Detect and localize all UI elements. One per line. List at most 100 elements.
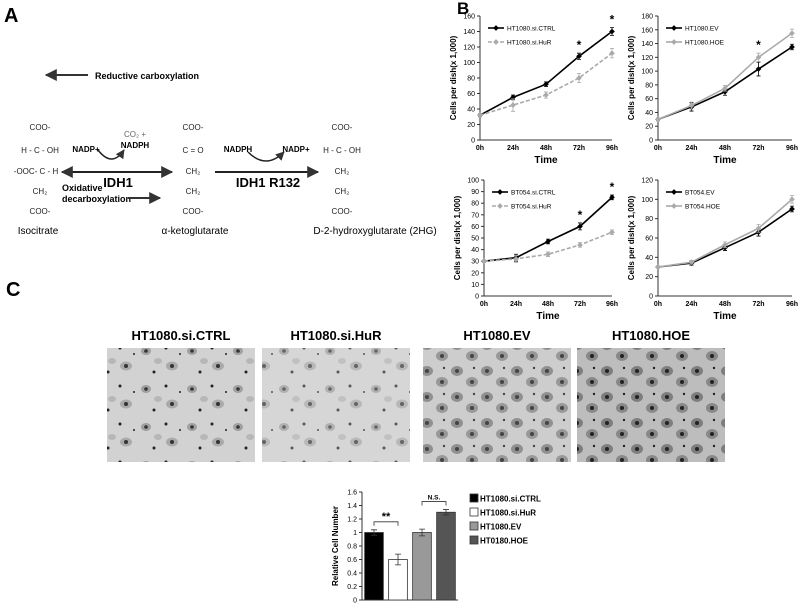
significance: ** bbox=[382, 511, 391, 523]
x-tick-label: 72h bbox=[574, 301, 586, 308]
marker bbox=[755, 66, 762, 72]
compound-name: α-ketoglutarate bbox=[162, 226, 229, 237]
legend-marker bbox=[671, 203, 677, 209]
y-tick-label: 1 bbox=[353, 530, 357, 537]
legend-label: BT054.si.CTRL bbox=[511, 190, 556, 197]
legend-label: HT1080.si.HuR bbox=[507, 40, 552, 47]
micrograph-texture bbox=[577, 348, 725, 462]
image-label: HT1080.si.HuR bbox=[290, 328, 382, 343]
marker bbox=[755, 225, 762, 232]
y-tick-label: 100 bbox=[467, 178, 479, 185]
marker bbox=[722, 88, 728, 95]
x-tick-label: 24h bbox=[685, 301, 697, 308]
marker bbox=[545, 251, 551, 258]
x-tick-label: 24h bbox=[510, 301, 522, 308]
image-label: HT1080.HOE bbox=[612, 328, 690, 343]
micrograph-texture bbox=[107, 348, 255, 462]
x-tick-label: 24h bbox=[507, 145, 519, 152]
label: Reductive carboxylation bbox=[95, 71, 199, 81]
image-label: HT1080.si.CTRL bbox=[132, 328, 231, 343]
bar bbox=[436, 511, 456, 601]
y-tick-label: 140 bbox=[463, 29, 475, 36]
marker bbox=[609, 229, 615, 236]
image-label: HT1080.EV bbox=[463, 328, 531, 343]
legend-marker bbox=[493, 25, 499, 31]
label: Oxidative bbox=[62, 183, 103, 193]
formula: -OOC- C - H bbox=[14, 167, 59, 176]
y-tick-label: 80 bbox=[645, 216, 653, 223]
legend-label: HT1080.HOE bbox=[685, 40, 725, 47]
y-tick-label: 0 bbox=[353, 598, 357, 605]
y-tick-label: 120 bbox=[641, 178, 653, 185]
y-tick-label: 40 bbox=[645, 110, 653, 117]
marker bbox=[576, 75, 582, 81]
y-tick-label: 100 bbox=[641, 197, 653, 204]
y-tick-label: 1.2 bbox=[347, 517, 357, 524]
panel-label: B bbox=[457, 0, 469, 18]
y-tick-label: 160 bbox=[463, 14, 475, 21]
marker bbox=[510, 102, 516, 108]
marker bbox=[577, 223, 583, 230]
y-tick-label: 180 bbox=[641, 14, 653, 21]
marker bbox=[789, 196, 795, 203]
y-tick-label: 100 bbox=[641, 69, 653, 76]
x-tick-label: 96h bbox=[606, 301, 618, 308]
x-tick-label: 48h bbox=[540, 145, 552, 152]
bracket bbox=[373, 521, 399, 526]
cofactor: CO₂ + bbox=[124, 130, 146, 139]
enzyme: IDH1 bbox=[103, 175, 133, 190]
bar bbox=[364, 532, 384, 601]
x-axis-label: Time bbox=[713, 155, 737, 166]
marker bbox=[609, 194, 615, 201]
y-axis-label: Cells per dish(x 1,000) bbox=[449, 35, 458, 120]
legend-marker bbox=[671, 25, 677, 31]
significance: * bbox=[610, 180, 615, 194]
marker bbox=[655, 116, 661, 123]
marker bbox=[481, 258, 487, 265]
bar bbox=[412, 532, 432, 601]
y-tick-label: 160 bbox=[641, 27, 653, 34]
formula: COO- bbox=[183, 207, 204, 216]
y-tick-label: 80 bbox=[645, 82, 653, 89]
marker bbox=[543, 81, 549, 88]
y-tick-label: 60 bbox=[471, 224, 479, 231]
x-tick-label: 0h bbox=[476, 145, 484, 152]
marker bbox=[576, 53, 582, 60]
y-tick-label: 0 bbox=[649, 294, 653, 301]
marker bbox=[688, 102, 695, 109]
legend-label: HT1080.si.HuR bbox=[480, 509, 536, 518]
legend-label: HT1080.si.CTRL bbox=[480, 495, 541, 504]
legend-label: BT054.HOE bbox=[685, 204, 721, 211]
y-tick-label: 0.2 bbox=[347, 584, 357, 591]
x-tick-label: 72h bbox=[573, 145, 585, 152]
legend-marker bbox=[497, 189, 503, 195]
cofactor: NADP+ bbox=[282, 145, 310, 154]
y-tick-label: 0 bbox=[471, 138, 475, 145]
marker bbox=[513, 256, 519, 262]
formula: COO- bbox=[332, 123, 353, 132]
significance: * bbox=[577, 38, 582, 52]
legend-label: BT054.si.HuR bbox=[511, 204, 552, 211]
marker bbox=[789, 44, 795, 50]
y-tick-label: 0 bbox=[649, 138, 653, 145]
arrow bbox=[97, 149, 125, 160]
bar bbox=[388, 559, 408, 601]
x-tick-label: 96h bbox=[606, 145, 618, 152]
legend-marker bbox=[671, 189, 677, 195]
y-tick-label: 140 bbox=[641, 41, 653, 48]
significance: N.S. bbox=[428, 495, 441, 502]
x-tick-label: 0h bbox=[480, 301, 488, 308]
legend-marker bbox=[493, 39, 499, 45]
line bbox=[657, 198, 793, 268]
formula: C = O bbox=[182, 146, 203, 155]
y-tick-label: 40 bbox=[471, 247, 479, 254]
error-bar bbox=[419, 528, 425, 537]
marker bbox=[609, 28, 615, 35]
y-tick-label: 30 bbox=[471, 259, 479, 266]
marker bbox=[722, 241, 728, 248]
y-tick-label: 20 bbox=[467, 122, 475, 129]
micrograph-texture bbox=[262, 348, 410, 462]
y-tick-label: 0.6 bbox=[347, 557, 357, 564]
legend-label: HT1080.EV bbox=[685, 26, 719, 33]
marker bbox=[722, 85, 728, 92]
